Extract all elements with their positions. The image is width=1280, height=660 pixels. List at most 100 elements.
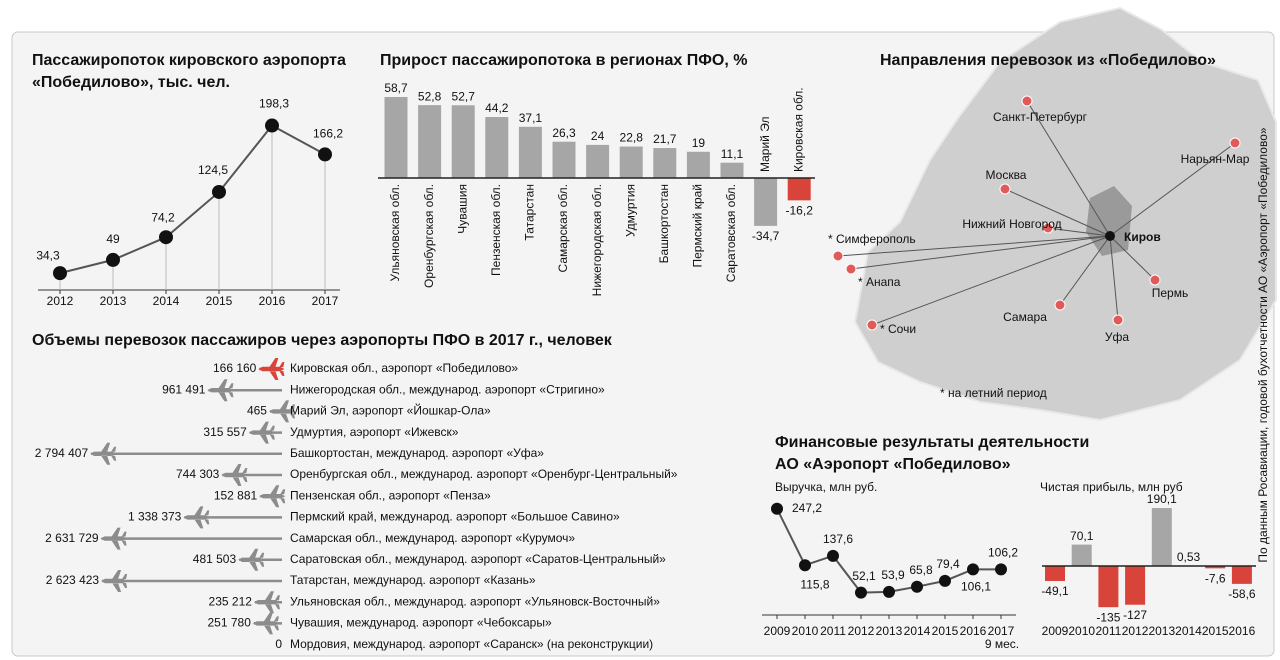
city-label: * Сочи [880,322,916,336]
bar [586,144,610,178]
chart-title: Прирост пассажиропотока в регионах ПФО, … [380,52,748,69]
source-note: По данным Росавиации, годовой бухотчетно… [1256,127,1270,562]
category-label: Оренбургская обл., международ. аэропорт … [290,467,678,481]
city-label: Пермь [1152,286,1188,300]
x-tick-label: 2012 [47,294,74,308]
bar [653,148,677,178]
value-label: 58,7 [384,81,408,95]
value-label: -7,6 [1205,571,1226,585]
x-tick-label: 2009 [764,624,791,638]
x-tick-label: 2009 [1042,624,1069,638]
x-tick-label: 2014 [1175,624,1202,638]
point [883,585,895,598]
city-label: Самара [1003,310,1047,324]
value-label: 961 491 [162,382,206,396]
category-label: Татарстан, международ. аэропорт «Казань» [290,573,536,587]
category-label: Ульяновская обл. [388,184,402,281]
bar [485,117,509,178]
x-tick-label: 2010 [792,624,819,638]
x-tick-label: 2013 [876,624,903,638]
value-label: 2 794 407 [35,446,89,460]
x-tick-label: 2017 [312,294,339,308]
category-label: Татарстан [523,184,537,241]
category-label: Башкортостан [657,184,671,263]
city-label: Санкт-Петербург [993,110,1088,124]
value-label: 744 303 [176,467,220,481]
plane-icon [207,379,234,402]
value-label: 166,2 [313,127,343,141]
point [939,574,951,587]
value-label: 315 557 [203,425,247,439]
value-label: 124,5 [198,163,228,177]
city-dot [999,183,1011,195]
bar [686,151,710,178]
value-label: 106,2 [988,546,1018,560]
value-label: 0 [275,637,282,651]
point [53,266,67,281]
category-label: Пензенская обл. [489,184,503,276]
category-label: Чувашия [455,184,469,234]
route [1026,100,1111,237]
category-label: Самарская обл., международ. аэропорт «Ку… [290,531,575,545]
bar [1151,508,1172,566]
value-label: -16,2 [786,204,814,218]
line [59,124,326,275]
city-dot [1054,299,1066,311]
value-label: 465 [247,404,267,418]
category-label: Удмуртия [623,184,637,237]
city-dot [1042,222,1054,234]
value-label: 65,8 [909,563,933,577]
city-label: Уфа [1105,330,1129,344]
value-label: 152 881 [214,488,258,502]
point [967,563,979,576]
city-dot [845,263,857,275]
value-label: 24 [591,129,605,143]
bar [619,146,643,178]
value-label: -34,7 [752,229,780,243]
city-dot [1229,137,1241,149]
route [837,235,1111,257]
plane-icon [90,442,117,465]
bar [1098,566,1119,608]
kirov-region [1086,186,1132,256]
value-label: -135 [1096,610,1120,624]
city-label: Нижний Новгород [962,217,1061,231]
bar [754,178,778,226]
bar [1071,544,1092,566]
bar [518,126,542,178]
point [106,252,120,267]
value-label: 0,53 [1177,550,1201,564]
plane-icon [221,464,248,486]
city-dot [1149,274,1161,286]
route [871,235,1111,326]
category-label: Пермский край [691,184,705,268]
x-tick-label: 2012 [1122,624,1149,638]
value-label: 52,7 [452,89,476,103]
value-label: 235 212 [209,594,253,608]
category-label: Оренбургская обл. [422,184,436,288]
value-label: -49,1 [1041,584,1069,598]
city-label: Москва [986,168,1027,182]
section-title: Финансовые результаты деятельности АО «А… [775,434,1090,473]
x-tick-label: 2013 [1148,624,1175,638]
point [771,502,783,515]
bar [1045,566,1065,581]
value-label: -127 [1123,608,1147,622]
route [1109,235,1156,281]
hub-dot [1105,231,1115,241]
category-label: Кировская обл. [791,87,805,172]
plane-icon [252,612,279,635]
value-label: 166 160 [213,361,257,375]
x-tick-label: 2012 [848,624,875,638]
plane-icon [259,485,286,508]
point [799,559,811,572]
value-label: 44,2 [485,101,509,115]
x-tick-label: 2013 [100,294,127,308]
bar [552,141,576,178]
category-label: Нижегородская обл., международ. аэропорт… [290,382,605,396]
bar [1205,566,1226,569]
point [995,563,1007,576]
value-label: 251 780 [207,616,251,630]
